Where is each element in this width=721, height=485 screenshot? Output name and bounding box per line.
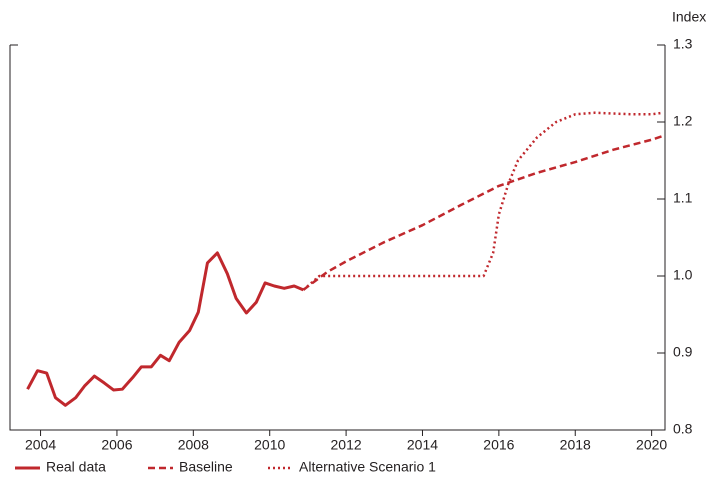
series-line	[302, 134, 664, 291]
y-tick-label: 1.2	[673, 113, 693, 129]
y-tick-label: 1.3	[673, 36, 693, 52]
legend-label: Real data	[46, 459, 106, 475]
x-tick-label: 2018	[560, 437, 591, 453]
y-tick-label: 1.1	[673, 190, 693, 206]
x-tick-label: 2004	[25, 437, 56, 453]
y-tick-label: 1.0	[673, 267, 693, 283]
x-tick-label: 2012	[331, 437, 362, 453]
x-tick-label: 2020	[636, 437, 667, 453]
axis-frame	[9, 45, 666, 431]
y-tick-label: 0.9	[673, 344, 693, 360]
x-tick-label: 2014	[407, 437, 438, 453]
series-line	[26, 251, 304, 407]
series-line	[302, 111, 664, 291]
x-tick-label: 2010	[254, 437, 285, 453]
legend-label: Alternative Scenario 1	[299, 459, 436, 475]
x-tick-label: 2016	[483, 437, 514, 453]
x-tick-label: 2008	[178, 437, 209, 453]
legend-label: Baseline	[179, 459, 233, 475]
x-tick-label: 2006	[101, 437, 132, 453]
y-axis-label: Index	[672, 9, 706, 25]
y-tick-label: 0.8	[673, 421, 693, 437]
